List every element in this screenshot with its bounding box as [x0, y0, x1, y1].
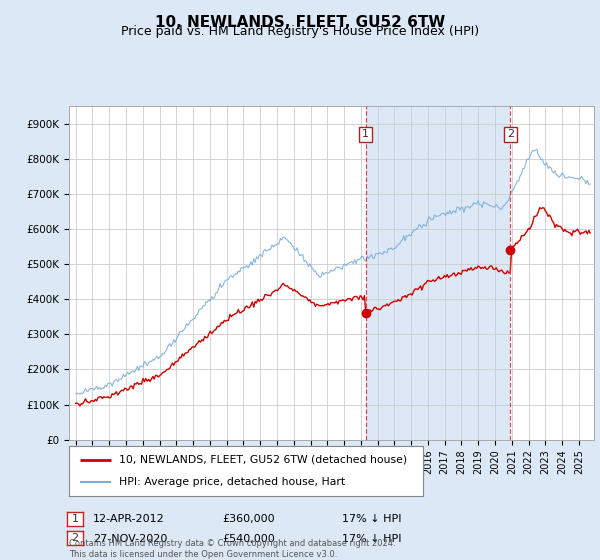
Text: HPI: Average price, detached house, Hart: HPI: Average price, detached house, Hart	[119, 477, 344, 487]
Text: 17% ↓ HPI: 17% ↓ HPI	[342, 514, 401, 524]
Text: 10, NEWLANDS, FLEET, GU52 6TW: 10, NEWLANDS, FLEET, GU52 6TW	[155, 15, 445, 30]
Text: 2: 2	[71, 534, 79, 543]
Bar	[365, 106, 511, 440]
Text: £540,000: £540,000	[222, 534, 275, 544]
Text: Price paid vs. HM Land Registry's House Price Index (HPI): Price paid vs. HM Land Registry's House …	[121, 25, 479, 38]
Text: 10, NEWLANDS, FLEET, GU52 6TW (detached house): 10, NEWLANDS, FLEET, GU52 6TW (detached …	[119, 455, 407, 465]
Text: 2: 2	[507, 129, 514, 139]
Text: £360,000: £360,000	[222, 514, 275, 524]
Text: Contains HM Land Registry data © Crown copyright and database right 2024.
This d: Contains HM Land Registry data © Crown c…	[69, 539, 395, 559]
Text: 1: 1	[362, 129, 369, 139]
Text: 1: 1	[71, 514, 79, 524]
Text: 27-NOV-2020: 27-NOV-2020	[93, 534, 167, 544]
Text: 12-APR-2012: 12-APR-2012	[93, 514, 165, 524]
Text: 17% ↓ HPI: 17% ↓ HPI	[342, 534, 401, 544]
